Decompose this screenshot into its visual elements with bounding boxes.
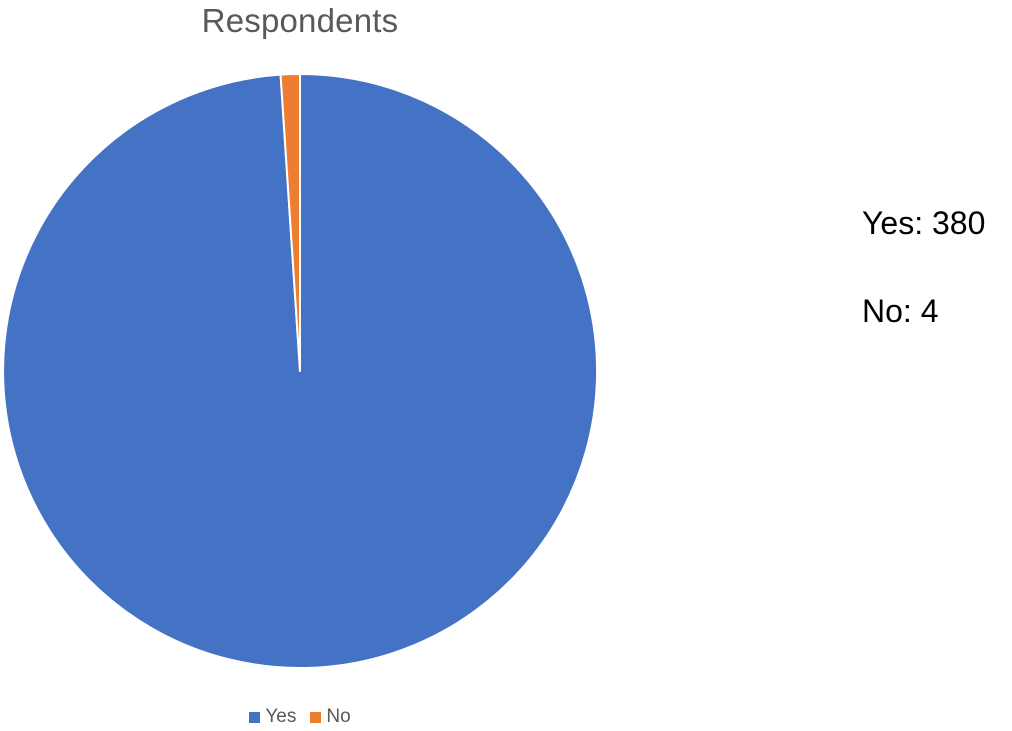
legend-item-no: No xyxy=(310,706,351,728)
pie-chart xyxy=(2,73,599,669)
chart-legend: Yes No xyxy=(0,706,600,728)
legend-item-yes: Yes xyxy=(249,706,296,728)
pie-slice-no xyxy=(279,73,301,372)
yes-count-label: Yes: 380 xyxy=(862,205,986,241)
legend-label-yes: Yes xyxy=(265,706,297,727)
count-annotations: Yes: 380 No: 4 xyxy=(862,200,985,376)
legend-swatch-yes xyxy=(249,711,261,723)
legend-label-no: No xyxy=(326,706,351,727)
no-count-label: No: 4 xyxy=(862,293,939,329)
chart-title: Respondents xyxy=(201,2,399,39)
legend-swatch-no xyxy=(310,711,322,723)
